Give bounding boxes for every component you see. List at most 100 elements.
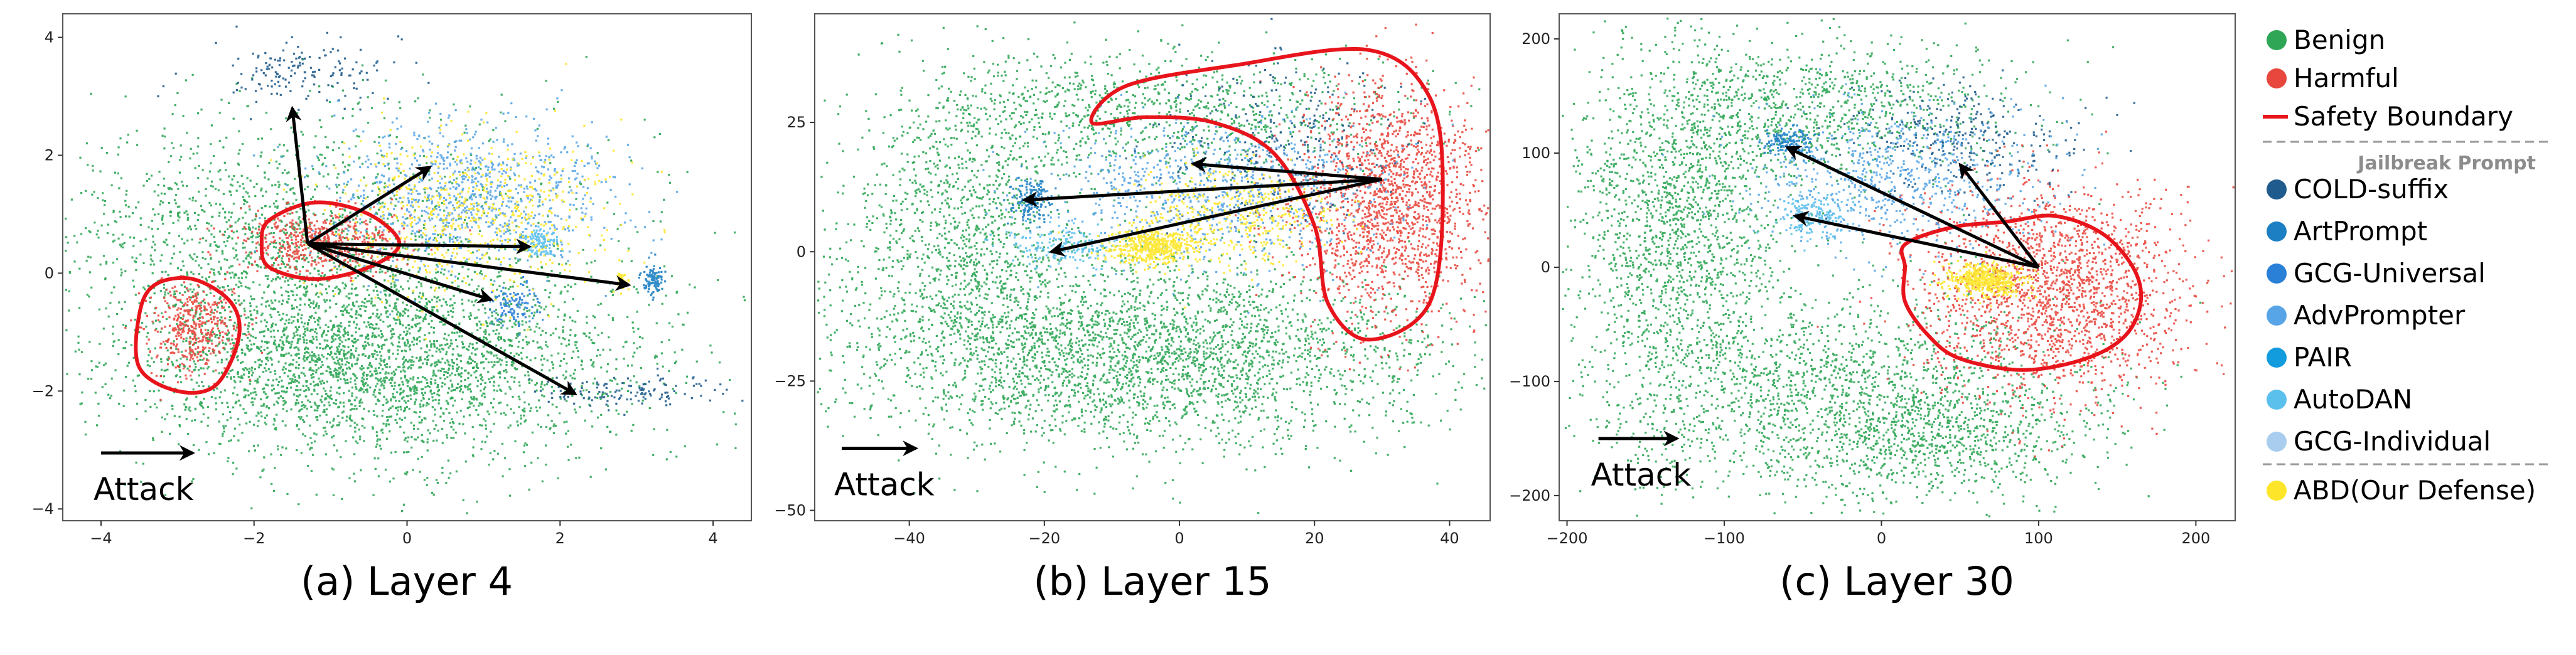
attack-direction-arrow-4 [307, 242, 494, 304]
y-tick-label: −50 [774, 502, 806, 519]
panel-b: −40 −20 0 20 40 −50 −25 0 25 Attack (b) Layer 15 [774, 13, 1491, 604]
legend-marker-pair [2267, 348, 2287, 368]
safety-boundaries [1899, 213, 2144, 372]
legend-marker-gcg-universal [2267, 264, 2287, 284]
attack-arrows [842, 157, 1383, 457]
attack-label: Attack [1591, 457, 1692, 493]
legend-label-pair: PAIR [2294, 342, 2352, 373]
y-tick-label: −200 [1509, 487, 1550, 504]
panel-caption: (c) Layer 30 [1779, 558, 2014, 604]
scatter-cluster-benign-2 [1571, 18, 2115, 206]
legend-marker-abd [2267, 481, 2287, 501]
safety-boundaries [1089, 46, 1445, 342]
attack-label: Attack [834, 467, 935, 503]
safety-boundary-0 [1899, 213, 2144, 372]
panel-caption: (b) Layer 15 [1034, 558, 1272, 604]
safety-boundary-1 [259, 200, 402, 281]
scatter-points [1562, 18, 2235, 518]
legend-group-title: Jailbreak Prompt [2356, 152, 2536, 174]
scatter-cluster-benign-0 [817, 205, 1487, 514]
scatter-cluster-benign-2 [824, 21, 1481, 237]
scatter-cluster-advprompter-9 [253, 89, 679, 319]
attack-direction-arrow-0 [286, 105, 309, 244]
legend-label-harmful: Harmful [2294, 63, 2399, 93]
y-tick-label: 4 [45, 29, 54, 46]
y-tick-label: 0 [797, 243, 806, 260]
scatter-cluster-harmful-3 [124, 271, 264, 401]
legend-marker-benign [2267, 30, 2287, 50]
y-tick-label: 200 [1521, 30, 1550, 48]
y-tick-label: 25 [786, 114, 806, 131]
attack-direction-arrow-0 [1190, 157, 1383, 181]
attack-direction-arrow-1 [1793, 211, 2039, 269]
axis-ticks: −200 −100 0 100 200 −200 −100 0 100 200 [1509, 30, 2210, 547]
safety-boundaries [134, 200, 402, 395]
legend-marker-gcg-individual [2267, 432, 2287, 452]
legend-label-gcg-universal: GCG-Universal [2294, 258, 2486, 289]
scatter-cluster-gcg-universal-8 [489, 276, 544, 336]
scatter-cluster-benign-0 [1562, 18, 1864, 489]
scatter-points [65, 25, 746, 514]
x-tick-label: 40 [1440, 530, 1459, 547]
attack-direction-arrow-2 [1048, 178, 1383, 257]
scatter-cluster-benign-1 [1564, 209, 2202, 518]
scatter-cluster-cold-suffix-5 [157, 25, 430, 120]
y-tick-label: −25 [774, 372, 806, 390]
legend-label-advprompter: AdvPrompter [2294, 300, 2466, 331]
attack-arrows [100, 105, 631, 461]
scatter-cluster-autodan-10 [509, 221, 564, 257]
legend-marker-advprompter [2267, 306, 2287, 326]
legend-label-benign: Benign [2294, 24, 2385, 55]
attack-direction-arrow-5 [306, 242, 577, 396]
legend-label-cold-suffix: COLD-suffix [2294, 174, 2449, 205]
scatter-cluster-abd-our-defense--9 [1058, 146, 1364, 309]
y-tick-label: −4 [32, 500, 54, 518]
x-tick-label: 4 [708, 530, 717, 547]
x-tick-label: 0 [1174, 530, 1184, 547]
y-tick-label: −2 [32, 382, 54, 400]
attack-direction-arrow-1 [306, 166, 432, 245]
axis-ticks: −40 −20 0 20 40 −50 −25 0 25 [774, 114, 1459, 547]
x-tick-label: −4 [90, 530, 112, 547]
attack-direction-arrow-3 [307, 242, 631, 291]
plot-frame [814, 13, 1491, 521]
x-tick-label: −200 [1547, 530, 1588, 547]
y-tick-label: −100 [1509, 373, 1550, 390]
attack-direction-arrow-2 [308, 238, 532, 255]
scatter-cluster-harmful-3 [1233, 23, 1490, 372]
legend-marker-harmful [2267, 68, 2287, 88]
y-tick-label: 0 [1541, 258, 1550, 276]
safety-boundary-0 [1089, 46, 1445, 342]
x-tick-label: 200 [2181, 530, 2210, 547]
panel-caption: (a) Layer 4 [301, 558, 513, 604]
plot-frame [62, 13, 752, 521]
x-tick-label: −20 [1029, 530, 1061, 547]
scatter-cluster-abd-our-defense--8 [1087, 223, 1235, 275]
legend-label-artprompt: ArtPrompt [2294, 216, 2427, 247]
scatter-cluster-harmful-4 [1817, 130, 2235, 458]
x-tick-label: −100 [1704, 530, 1745, 547]
legend: Benign Harmful Safety Boundary Jailbreak… [2263, 24, 2548, 506]
panel-c: −200 −100 0 100 200 −200 −100 0 100 200 Attack (c… [1509, 13, 2236, 604]
y-tick-label: 2 [45, 146, 54, 164]
x-tick-label: −2 [243, 530, 265, 547]
y-tick-label: 0 [45, 264, 54, 282]
legend-label-gcg-individual: GCG-Individual [2294, 426, 2491, 457]
legend-marker-cold-suffix [2267, 179, 2287, 200]
legend-marker-artprompt [2267, 221, 2287, 242]
scatter-cluster-autodan-8 [1756, 181, 1856, 252]
attack-direction-arrow-0 [1784, 146, 2039, 269]
attack-arrows [1598, 146, 2040, 447]
scatter-cluster-artprompt-7 [638, 253, 667, 301]
x-tick-label: 20 [1305, 530, 1324, 547]
x-tick-label: 0 [402, 530, 412, 547]
attack-direction-arrow-1 [1021, 178, 1382, 208]
legend-marker-autodan [2267, 390, 2287, 410]
y-tick-label: 100 [1521, 144, 1550, 162]
x-tick-label: −40 [893, 530, 925, 547]
scatter-cluster-abd-our-defense--9 [1929, 251, 2039, 307]
legend-label-autodan: AutoDAN [2294, 384, 2412, 415]
legend-label-abd: ABD(Our Defense) [2294, 475, 2536, 506]
scatter-cluster-harmful-4 [199, 188, 471, 282]
